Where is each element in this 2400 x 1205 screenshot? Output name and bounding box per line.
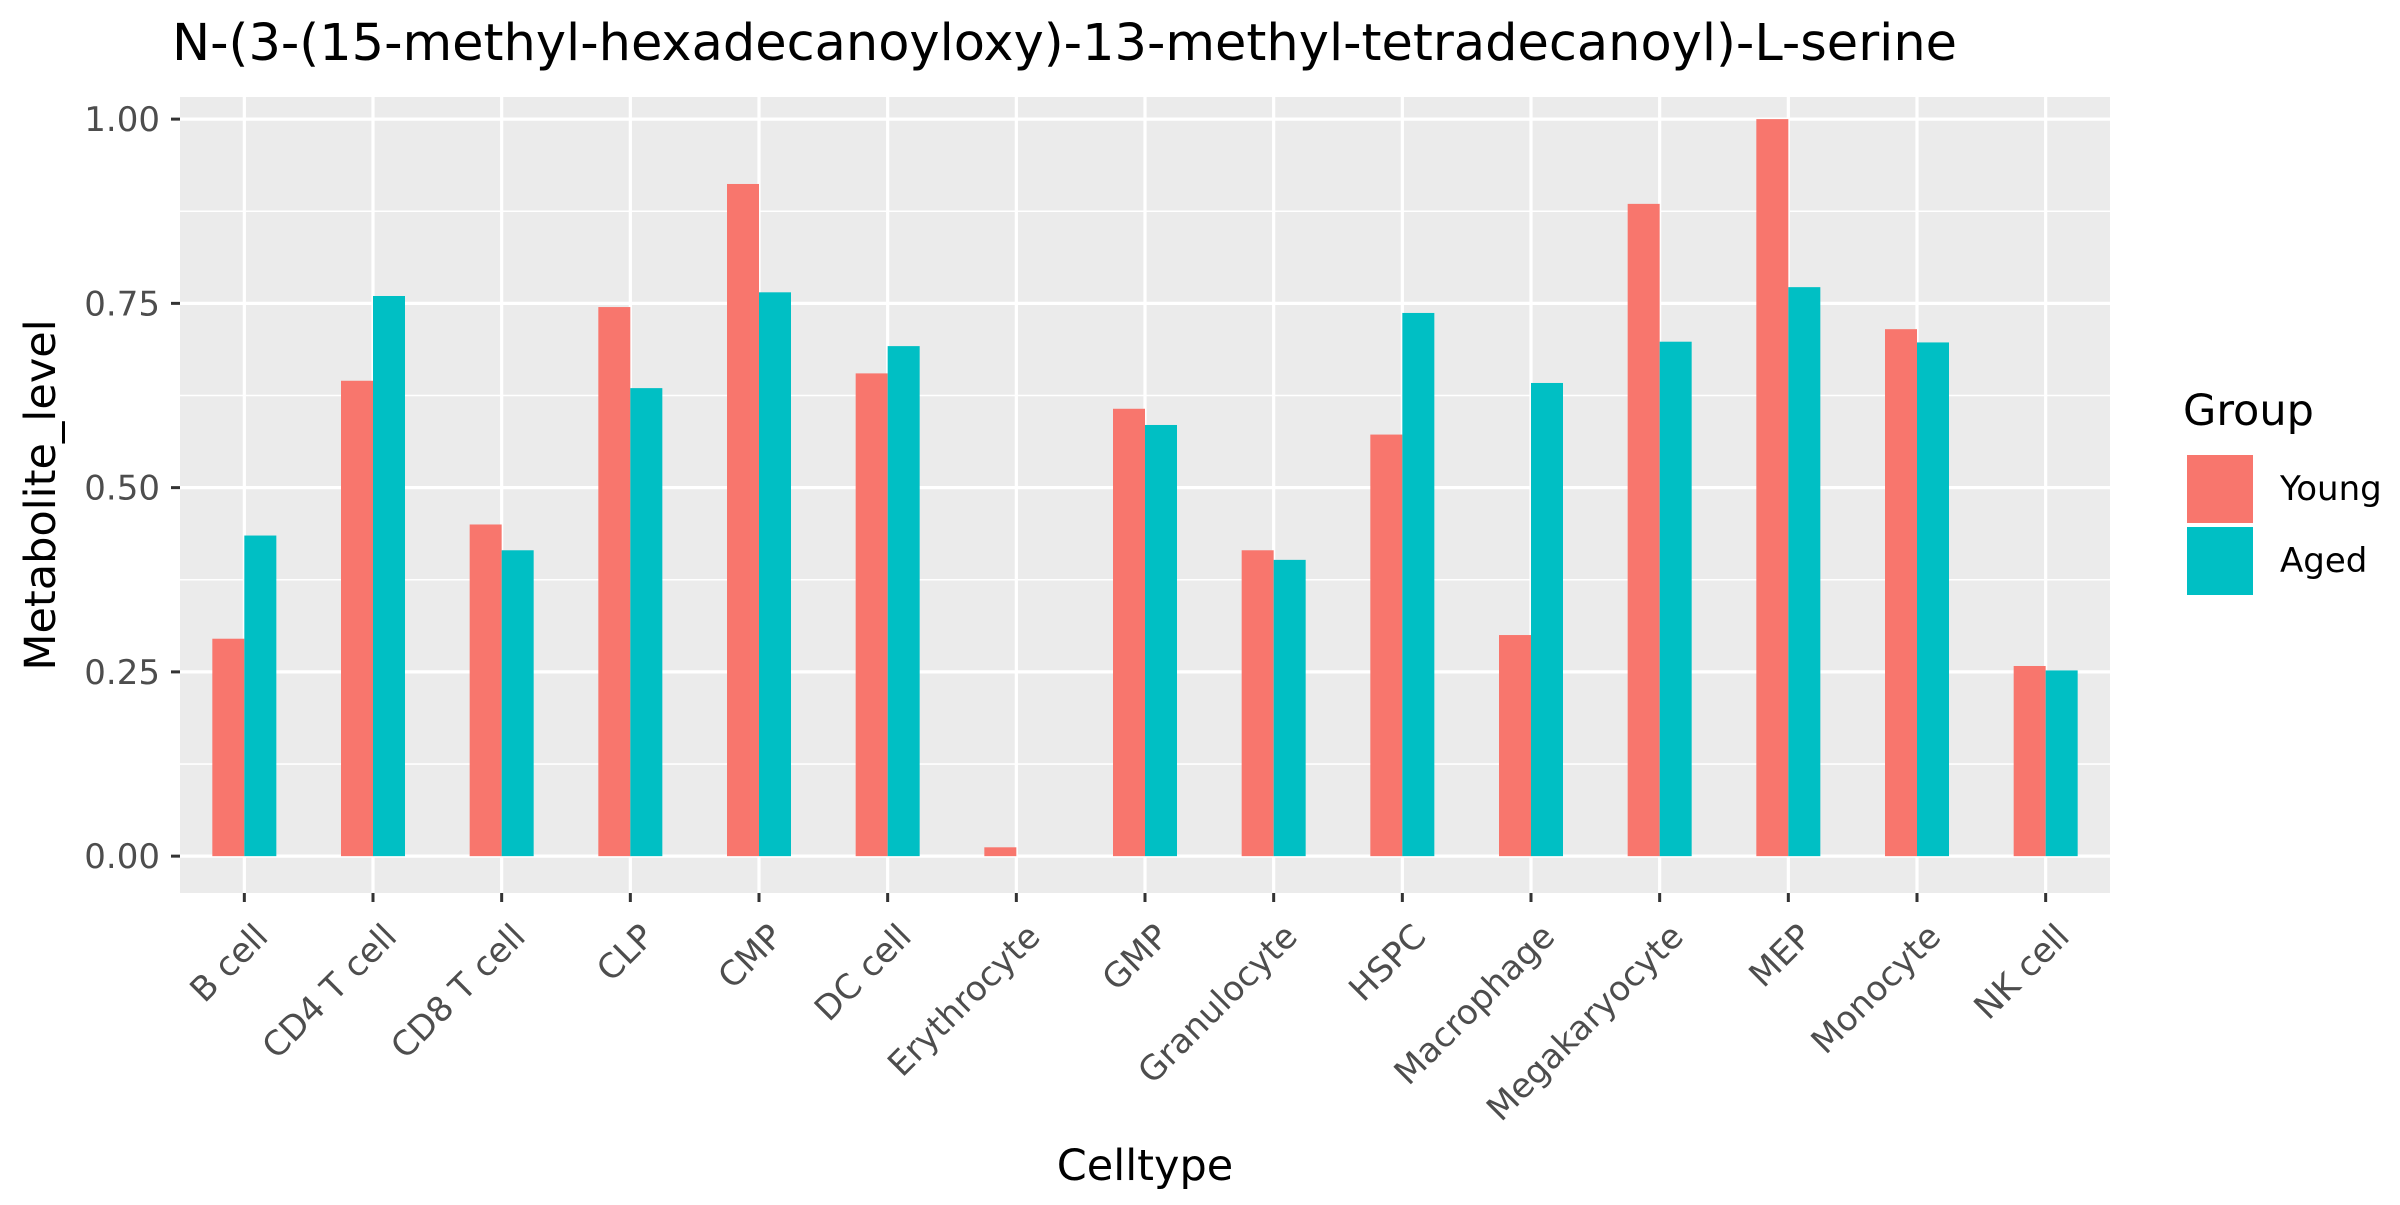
legend-label-aged: Aged: [2280, 541, 2367, 581]
bar-aged: [1145, 424, 1177, 857]
bar-aged: [501, 550, 534, 857]
bar-young: [212, 638, 245, 857]
legend-label-young: Young: [2279, 469, 2382, 509]
legend-title: Group: [2183, 386, 2314, 436]
legend-key-aged: [2187, 527, 2253, 595]
y-tick-label: 0.50: [84, 469, 160, 509]
bar-aged: [2045, 670, 2078, 857]
x-axis-title: Celltype: [1057, 1141, 1233, 1191]
y-axis-title: Metabolite_level: [16, 319, 66, 670]
bar-aged: [1788, 287, 1821, 857]
y-tick-label: 0.25: [84, 653, 160, 693]
bar-aged: [1273, 559, 1306, 857]
bar-young: [2013, 665, 2046, 857]
bar-young: [1241, 550, 1274, 857]
bar-young: [598, 307, 631, 857]
bar-aged: [630, 388, 663, 857]
bar-young: [1113, 408, 1145, 857]
bar-young: [1627, 203, 1660, 857]
bar-aged: [1531, 382, 1563, 857]
bars: [212, 119, 2078, 857]
bar-aged: [1917, 342, 1949, 857]
legend-key-young: [2187, 455, 2253, 523]
bar-aged: [887, 346, 920, 857]
bar-aged: [759, 292, 791, 857]
y-tick-label: 1.00: [84, 100, 160, 140]
bar-young: [469, 524, 502, 857]
bar-young: [855, 373, 888, 857]
bar-aged: [373, 296, 405, 857]
bar-young: [1885, 329, 1917, 857]
bar-young: [1756, 119, 1789, 857]
bar-young: [984, 847, 1017, 857]
bar-young: [1499, 635, 1531, 857]
bar-aged: [1402, 312, 1435, 857]
legend: Group Young Aged: [2183, 386, 2382, 595]
y-tick-label: 0.75: [84, 284, 160, 324]
bar-young: [727, 183, 759, 857]
bar-aged: [244, 535, 277, 857]
bar-young: [1370, 434, 1403, 857]
bar-aged: [1659, 341, 1692, 857]
bar-young: [341, 380, 373, 857]
y-tick-label: 0.00: [84, 837, 160, 877]
chart-title: N-(3-(15-methyl-hexadecanoyloxy)-13-meth…: [172, 14, 1957, 73]
